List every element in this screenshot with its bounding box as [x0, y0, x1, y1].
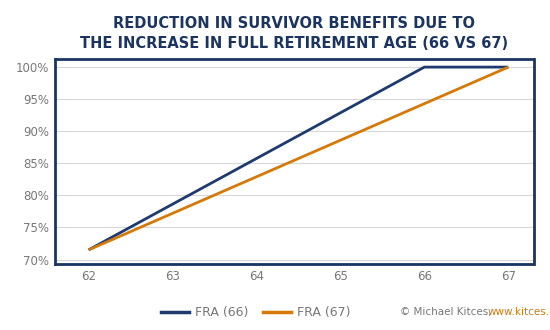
Legend: FRA (66), FRA (67): FRA (66), FRA (67): [156, 301, 356, 324]
FRA (66): [337, 111, 344, 115]
Line: FRA (67): FRA (67): [89, 67, 508, 250]
Title: REDUCTION IN SURVIVOR BENEFITS DUE TO
THE INCREASE IN FULL RETIREMENT AGE (66 VS: REDUCTION IN SURVIVOR BENEFITS DUE TO TH…: [80, 16, 508, 51]
FRA (66): [253, 156, 260, 160]
FRA (67): [505, 65, 512, 69]
FRA (66): [85, 248, 92, 252]
FRA (67): [169, 211, 176, 215]
FRA (67): [253, 175, 260, 179]
FRA (66): [505, 65, 512, 69]
FRA (67): [337, 138, 344, 142]
FRA (66): [421, 65, 428, 69]
FRA (66): [169, 202, 176, 206]
Text: www.kitces.com: www.kitces.com: [488, 307, 550, 317]
FRA (67): [421, 102, 428, 106]
Line: FRA (66): FRA (66): [89, 67, 508, 250]
FRA (67): [85, 248, 92, 252]
Text: © Michael Kitces,: © Michael Kitces,: [399, 307, 494, 317]
